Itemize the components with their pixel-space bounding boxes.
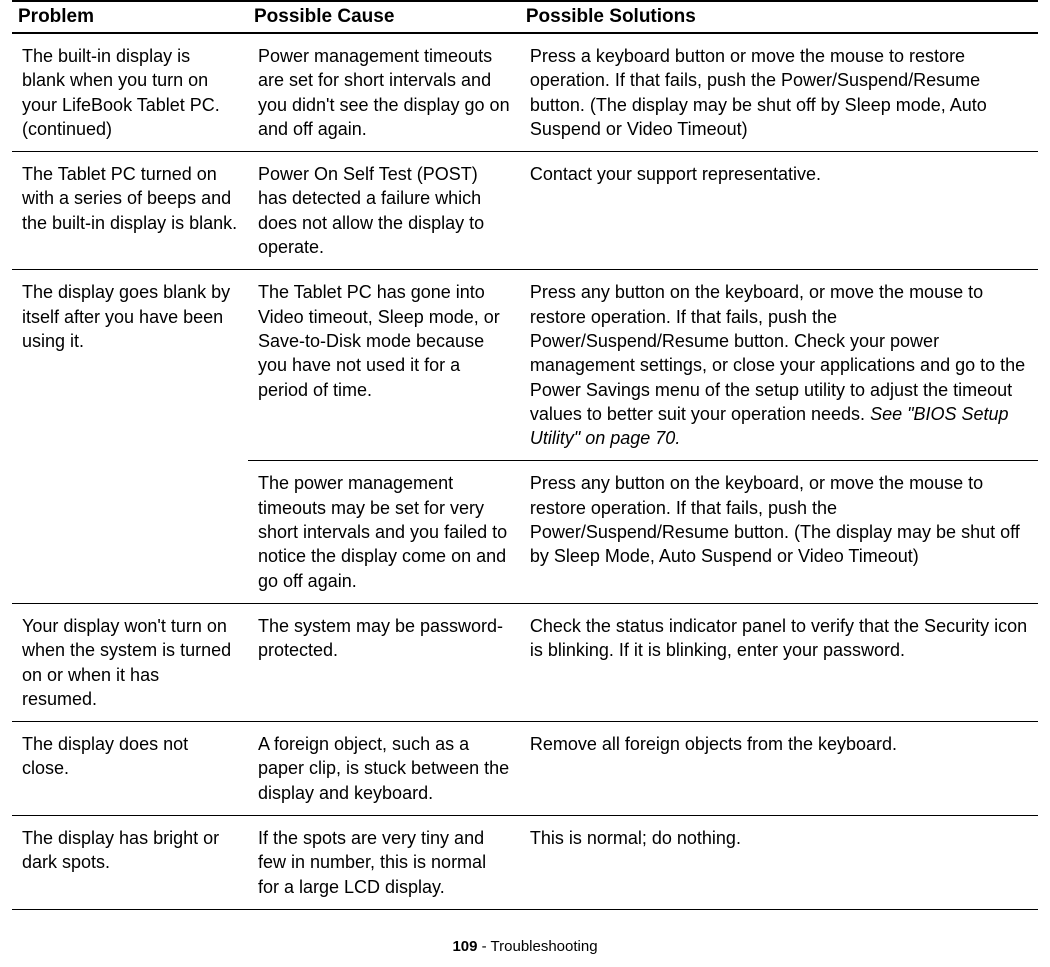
- header-solutions: Possible Solutions: [520, 1, 1038, 33]
- footer-separator: -: [477, 938, 490, 955]
- cell-solution: This is normal; do nothing.: [520, 816, 1038, 910]
- cell-cause: Power management timeouts are set for sh…: [248, 33, 520, 152]
- cell-cause: A foreign object, such as a paper clip, …: [248, 722, 520, 816]
- cell-solution: Remove all foreign objects from the keyb…: [520, 722, 1038, 816]
- cell-solution: Check the status indicator panel to veri…: [520, 603, 1038, 721]
- table-row: Your display won't turn on when the syst…: [12, 603, 1038, 721]
- table-row: The display has bright or dark spots. If…: [12, 816, 1038, 910]
- cell-cause: If the spots are very tiny and few in nu…: [248, 816, 520, 910]
- table-row: The built-in display is blank when you t…: [12, 33, 1038, 152]
- troubleshooting-page: Problem Possible Cause Possible Solution…: [0, 0, 1050, 967]
- footer-section: Troubleshooting: [491, 938, 598, 955]
- cell-solution: Contact your support representative.: [520, 152, 1038, 270]
- cell-problem: The display does not close.: [12, 722, 248, 816]
- cell-solution: Press a keyboard button or move the mous…: [520, 33, 1038, 152]
- solution-text: Press any button on the keyboard, or mov…: [530, 282, 1025, 423]
- table-row: The Tablet PC turned on with a series of…: [12, 152, 1038, 270]
- cell-problem: Your display won't turn on when the syst…: [12, 603, 248, 721]
- cell-problem: The display goes blank by itself after y…: [12, 270, 248, 604]
- cell-problem: The built-in display is blank when you t…: [12, 33, 248, 152]
- cell-solution: Press any button on the keyboard, or mov…: [520, 270, 1038, 461]
- header-cause: Possible Cause: [248, 1, 520, 33]
- cell-cause: Power On Self Test (POST) has detected a…: [248, 152, 520, 270]
- header-problem: Problem: [12, 1, 248, 33]
- cell-cause: The power management timeouts may be set…: [248, 461, 520, 603]
- page-number: 109: [452, 938, 477, 955]
- page-footer: 109 - Troubleshooting: [12, 910, 1038, 967]
- cell-cause: The Tablet PC has gone into Video timeou…: [248, 270, 520, 461]
- cell-problem: The Tablet PC turned on with a series of…: [12, 152, 248, 270]
- cell-cause: The system may be password-protected.: [248, 603, 520, 721]
- table-row: The display does not close. A foreign ob…: [12, 722, 1038, 816]
- table-header-row: Problem Possible Cause Possible Solution…: [12, 1, 1038, 33]
- troubleshooting-table: Problem Possible Cause Possible Solution…: [12, 0, 1038, 910]
- cell-solution: Press any button on the keyboard, or mov…: [520, 461, 1038, 603]
- table-row: The display goes blank by itself after y…: [12, 270, 1038, 461]
- cell-problem: The display has bright or dark spots.: [12, 816, 248, 910]
